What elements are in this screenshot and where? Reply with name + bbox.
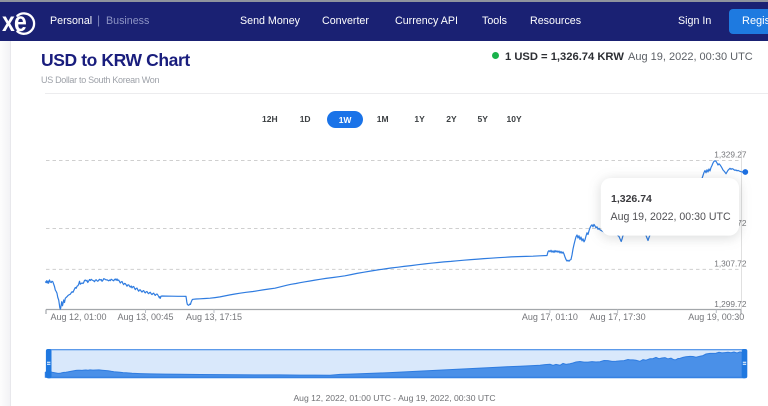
svg-text:Aug 12, 2022, 01:00 UTC - Aug: Aug 12, 2022, 01:00 UTC - Aug 19, 2022, …: [293, 393, 495, 403]
svg-text:1,307.72: 1,307.72: [714, 259, 747, 269]
svg-text:Aug 13, 00:45: Aug 13, 00:45: [117, 312, 173, 322]
svg-text:Aug 17, 01:10: Aug 17, 01:10: [522, 312, 578, 322]
svg-text:1,299.72: 1,299.72: [714, 299, 747, 309]
svg-text:Aug 17, 17:30: Aug 17, 17:30: [590, 312, 646, 322]
svg-text:1,329.27: 1,329.27: [714, 150, 747, 160]
svg-text:Aug 13, 17:15: Aug 13, 17:15: [186, 312, 242, 322]
svg-text:Aug 12, 01:00: Aug 12, 01:00: [50, 312, 106, 322]
svg-text:Aug 19, 2022, 00:30 UTC: Aug 19, 2022, 00:30 UTC: [611, 211, 731, 223]
svg-text:Aug 19, 00:30: Aug 19, 00:30: [688, 312, 744, 322]
svg-text:xe: xe: [2, 7, 26, 38]
svg-text:1,326.74: 1,326.74: [611, 193, 652, 205]
